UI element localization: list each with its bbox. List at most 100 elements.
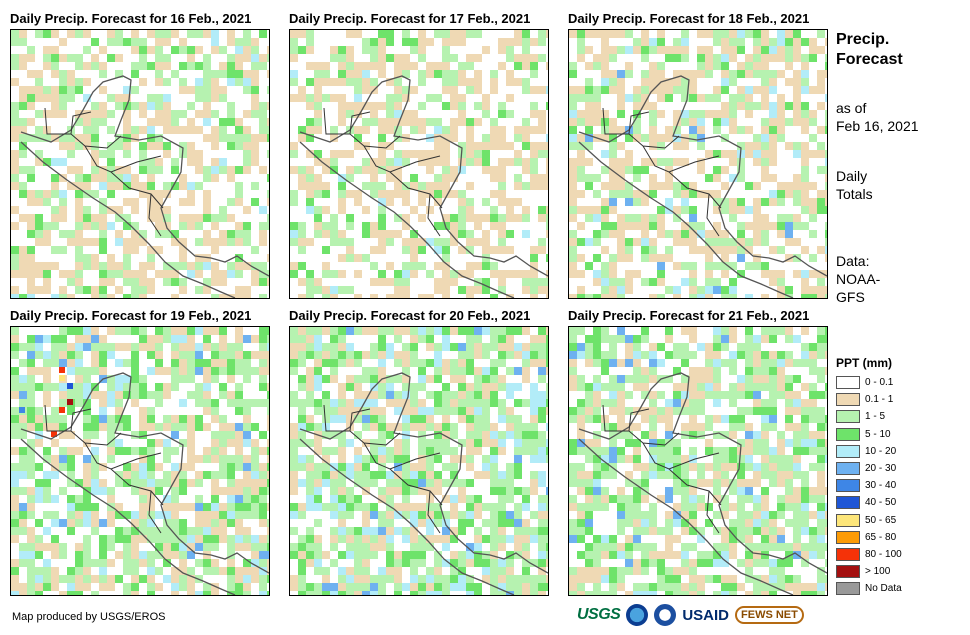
precip-cell	[187, 62, 195, 70]
precip-cell	[107, 399, 115, 407]
precip-cell	[825, 367, 827, 375]
precip-cell	[514, 54, 522, 62]
precip-cell	[785, 78, 793, 86]
precip-cell	[569, 182, 577, 190]
precip-cell	[474, 407, 482, 415]
precip-cell	[721, 270, 729, 278]
precip-cell	[506, 575, 514, 583]
precip-cell	[370, 503, 378, 511]
precip-cell	[131, 351, 139, 359]
precip-cell	[11, 583, 19, 591]
precip-cell	[458, 230, 466, 238]
precip-cell	[689, 479, 697, 487]
precip-cell	[458, 102, 466, 110]
precip-cell	[729, 335, 737, 343]
precip-cell	[793, 46, 801, 54]
precip-cell	[267, 503, 269, 511]
precip-cell	[825, 198, 827, 206]
precip-cell	[546, 278, 548, 286]
precip-cell	[530, 479, 538, 487]
precip-cell	[219, 351, 227, 359]
precip-cell	[506, 54, 514, 62]
precip-cell	[91, 238, 99, 246]
precip-cell	[450, 102, 458, 110]
precip-cell	[530, 86, 538, 94]
precip-cell	[314, 278, 322, 286]
precip-cell	[410, 246, 418, 254]
precip-cell	[745, 294, 753, 298]
precip-cell	[235, 327, 243, 335]
precip-cell	[649, 38, 657, 46]
precip-cell	[195, 495, 203, 503]
precip-cell	[195, 591, 203, 595]
precip-cell	[657, 94, 665, 102]
precip-cell	[825, 182, 827, 190]
precip-cell	[330, 407, 338, 415]
precip-cell	[546, 230, 548, 238]
precip-cell	[777, 455, 785, 463]
precip-cell	[35, 351, 43, 359]
coastline	[20, 141, 236, 298]
precip-cell	[362, 118, 370, 126]
precip-cell	[171, 278, 179, 286]
precip-cell	[314, 351, 322, 359]
precip-cell	[426, 407, 434, 415]
precip-cell	[761, 94, 769, 102]
precip-cell	[410, 551, 418, 559]
precip-cell	[259, 487, 267, 495]
precip-cell	[322, 503, 330, 511]
precip-cell	[378, 487, 386, 495]
precip-cell	[609, 335, 617, 343]
precip-cell	[267, 447, 269, 455]
precip-cell	[721, 551, 729, 559]
precip-cell	[386, 166, 394, 174]
precip-cell	[203, 535, 211, 543]
precip-cell	[123, 415, 131, 423]
precip-cell	[322, 343, 330, 351]
precip-cell	[354, 86, 362, 94]
precip-cell	[530, 286, 538, 294]
precip-cell	[155, 62, 163, 70]
precip-cell	[817, 543, 825, 551]
precip-cell	[498, 503, 506, 511]
precip-cell	[785, 142, 793, 150]
precip-cell	[147, 343, 155, 351]
precip-cell	[83, 46, 91, 54]
precip-cell	[538, 246, 546, 254]
precip-cell	[51, 182, 59, 190]
precip-cell	[514, 134, 522, 142]
precip-cell	[410, 230, 418, 238]
precip-cell	[673, 214, 681, 222]
precip-cell	[713, 126, 721, 134]
precip-cell	[418, 439, 426, 447]
precip-cell	[99, 286, 107, 294]
precip-cell	[131, 134, 139, 142]
precip-cell	[155, 222, 163, 230]
precip-cell	[601, 78, 609, 86]
precip-cell	[362, 567, 370, 575]
precip-cell	[378, 158, 386, 166]
precip-cell	[330, 158, 338, 166]
precip-cell	[59, 359, 67, 367]
precip-cell	[322, 262, 330, 270]
precip-cell	[107, 519, 115, 527]
precip-cell	[370, 471, 378, 479]
precip-cell	[227, 543, 235, 551]
precip-cell	[761, 142, 769, 150]
precip-cell	[362, 206, 370, 214]
precip-cell	[681, 46, 689, 54]
precip-cell	[625, 359, 633, 367]
precip-cell	[506, 487, 514, 495]
precip-cell	[434, 471, 442, 479]
precip-cell	[665, 487, 673, 495]
precip-cell	[601, 335, 609, 343]
precip-cell	[306, 150, 314, 158]
precip-cell	[514, 535, 522, 543]
precip-cell	[386, 495, 394, 503]
precip-cell	[546, 351, 548, 359]
precip-cell	[51, 158, 59, 166]
precip-cell	[394, 423, 402, 431]
precip-cell	[777, 198, 785, 206]
precip-cell	[697, 30, 705, 38]
precip-cell	[538, 551, 546, 559]
